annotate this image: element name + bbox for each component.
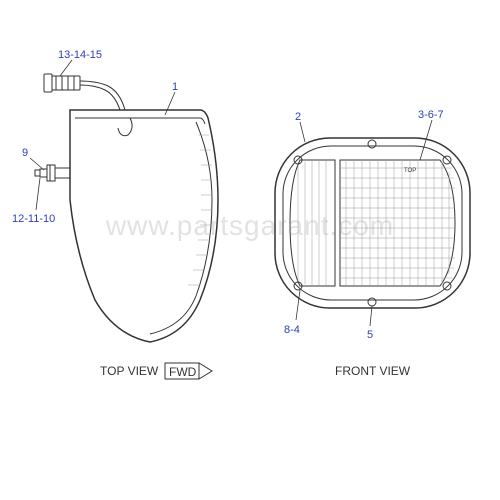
callout-2: 2: [295, 111, 301, 123]
callout-5: 5: [367, 329, 373, 341]
top-view-housing: [35, 74, 218, 342]
callout-1: 1: [172, 81, 178, 93]
front-view-label: FRONT VIEW: [335, 364, 411, 378]
callout-3-6-7: 3-6-7: [418, 109, 444, 121]
callout-9: 9: [22, 147, 28, 159]
watermark: www.partsgarant.com: [105, 210, 394, 241]
top-view-label: TOP VIEW: [100, 364, 159, 378]
svg-text:TOP: TOP: [404, 168, 416, 174]
callout-8-4: 8-4: [284, 324, 300, 336]
parts-diagram: 13-14-15 1 9 12-11-10 TOP VIEW FWD: [0, 0, 500, 500]
top-view-label-group: TOP VIEW FWD: [100, 363, 212, 379]
top-view-callouts: 13-14-15 1 9 12-11-10: [12, 49, 178, 225]
callout-13-14-15: 13-14-15: [58, 49, 102, 61]
fwd-label: FWD: [169, 365, 197, 379]
callout-12-11-10: 12-11-10: [12, 213, 55, 225]
